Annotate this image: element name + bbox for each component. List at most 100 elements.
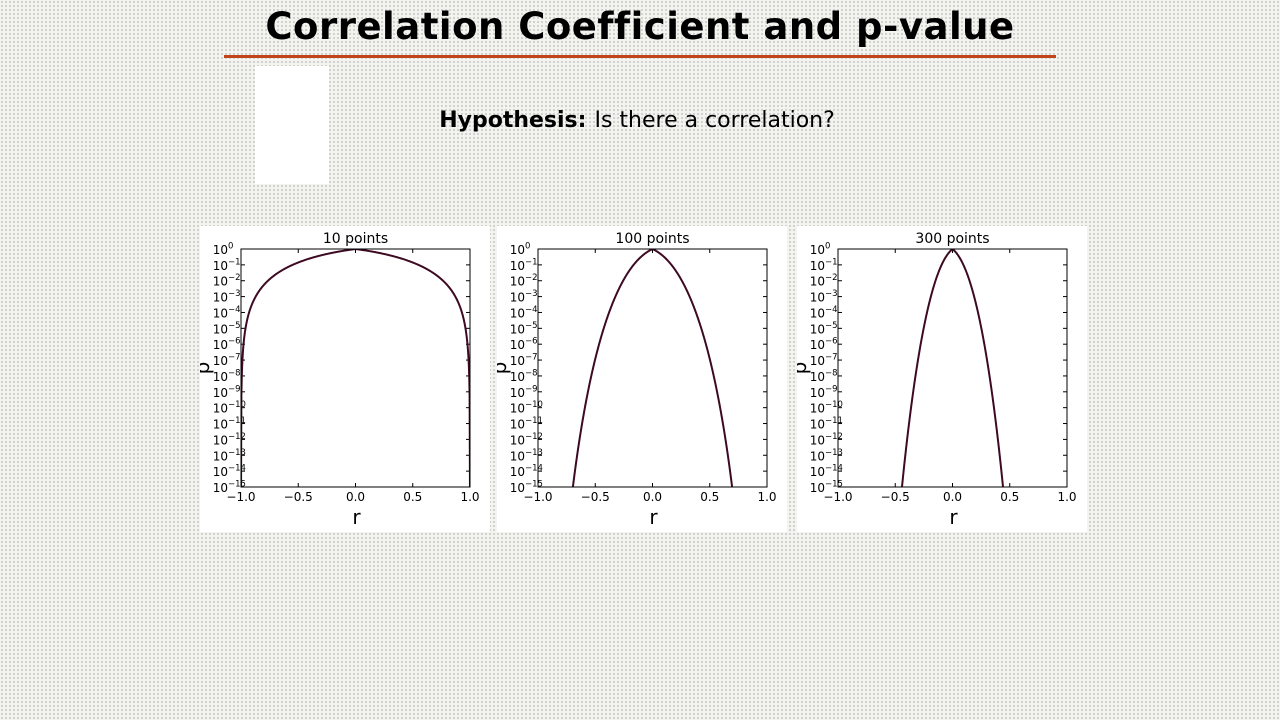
y-tick-label: 10 [810,433,825,447]
y-tick-label: 10 [810,386,825,400]
x-tick-label: 0.5 [1000,490,1019,504]
y-tick-exponent: −10 [228,400,246,410]
y-tick-label: 10 [510,418,525,432]
y-tick-exponent: −14 [825,464,843,474]
series-line [241,249,470,487]
y-tick-exponent: 0 [525,242,530,252]
chart-300-points: 300 points 10 0 10 −1 10 −2 10 −3 10 −4 10 −5 10 −6 10−… [797,226,1087,532]
y-tick-label: 10 [810,291,825,305]
y-tick-exponent: −4 [825,305,838,315]
y-tick-label: 10 [213,291,228,305]
y-tick-label: 10 [213,449,228,463]
plot-frame [837,248,1068,488]
y-tick-exponent: −5 [228,321,241,331]
y-tick-exponent: −1 [525,257,538,267]
y-tick-exponent: −14 [228,464,246,474]
y-tick-label: 10 [510,465,525,479]
y-tick-label: 10 [213,275,228,289]
y-tick-label: 10 [213,481,228,495]
y-tick-exponent: −15 [825,480,843,490]
y-tick-exponent: −7 [228,353,241,363]
y-tick-label: 10 [510,449,525,463]
y-tick-exponent: −3 [228,289,241,299]
y-tick-exponent: −5 [525,321,538,331]
y-tick-label: 10 [213,322,228,336]
y-tick-label: 10 [510,370,525,384]
y-tick-label: 10 [810,370,825,384]
y-tick-label: 10 [810,259,825,273]
chart-background [797,226,1087,532]
y-tick-label: 10 [213,433,228,447]
y-tick-label: 10 [510,481,525,495]
y-tick-label: 10 [213,259,228,273]
y-tick-exponent: −5 [825,321,838,331]
x-tick-label: −0.5 [284,490,313,504]
plot-frame [240,248,471,488]
y-axis-label: p [200,362,214,375]
y-tick-exponent: −12 [825,432,843,442]
y-tick-label: 10 [510,402,525,416]
y-tick-label: 10 [213,465,228,479]
y-tick-exponent: −4 [228,305,241,315]
y-tick-exponent: −4 [525,305,538,315]
y-tick-exponent: −13 [825,448,843,458]
x-tick-label: −0.5 [881,490,910,504]
y-tick-exponent: −12 [525,432,543,442]
y-tick-exponent: −1 [228,257,241,267]
slide-title: Correlation Coefficient and p-value [265,5,1015,48]
x-tick-label: −1.0 [823,490,852,504]
y-tick-exponent: −13 [525,448,543,458]
y-tick-label: 10 [213,386,228,400]
y-tick-label: 10 [213,243,228,257]
y-tick-label: 10 [510,259,525,273]
y-tick-exponent: −8 [825,368,838,378]
y-tick-exponent: −2 [228,273,241,283]
plot-frame [537,248,768,488]
y-tick-label: 10 [810,275,825,289]
hypothesis-text: Is there a correlation? [594,108,835,133]
y-tick-label: 10 [213,370,228,384]
title-underline [224,55,1056,58]
y-tick-label: 10 [510,275,525,289]
x-tick-label: −1.0 [226,490,255,504]
y-tick-label: 10 [510,433,525,447]
y-tick-label: 10 [510,243,525,257]
y-tick-label: 10 [810,322,825,336]
y-tick-exponent: 0 [825,242,830,252]
hypothesis-line: Hypothesis: Is there a correlation? [0,108,1274,133]
series-line [571,249,734,487]
x-tick-label: −0.5 [581,490,610,504]
y-tick-exponent: −14 [525,464,543,474]
y-tick-label: 10 [510,322,525,336]
y-tick-label: 10 [510,354,525,368]
y-tick-exponent: −3 [525,289,538,299]
x-tick-label: 0.5 [403,490,422,504]
chart-100-points: 100 points 10 0 10 −1 10 −2 10 −3 10 −4 10 −5 10 −6 10−… [497,226,787,532]
x-tick-label: −1.0 [523,490,552,504]
x-tick-label: 0.5 [700,490,719,504]
y-tick-exponent: −8 [525,368,538,378]
y-tick-exponent: −7 [525,353,538,363]
y-tick-exponent: −11 [825,416,843,426]
y-tick-exponent: −6 [228,337,241,347]
y-tick-exponent: −9 [525,384,538,394]
y-tick-exponent: −10 [525,400,543,410]
y-tick-label: 10 [213,402,228,416]
x-tick-label: 1.0 [757,490,776,504]
blank-panel [255,66,329,184]
y-tick-label: 10 [213,354,228,368]
chart-title: 100 points [615,231,689,247]
y-tick-label: 10 [510,338,525,352]
y-tick-label: 10 [213,306,228,320]
x-tick-label: 0.0 [346,490,365,504]
y-tick-label: 10 [810,465,825,479]
y-tick-exponent: 0 [228,242,233,252]
y-tick-exponent: −2 [825,273,838,283]
y-tick-label: 10 [810,449,825,463]
x-tick-label: 0.0 [943,490,962,504]
x-axis-label: r [649,505,658,529]
y-tick-exponent: −3 [825,289,838,299]
y-tick-label: 10 [810,306,825,320]
